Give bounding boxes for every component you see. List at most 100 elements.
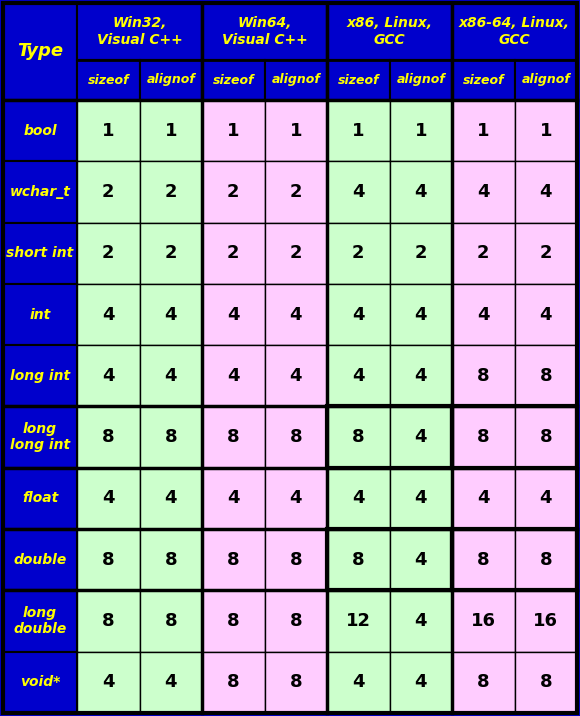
Bar — [390, 100, 452, 161]
Bar — [452, 529, 514, 591]
Text: 2: 2 — [227, 183, 240, 201]
Bar — [140, 529, 202, 591]
Text: wchar_t: wchar_t — [9, 185, 70, 199]
Bar — [327, 529, 390, 591]
Text: 8: 8 — [539, 367, 552, 385]
Bar — [452, 3, 577, 60]
Text: 4: 4 — [227, 490, 240, 508]
Bar — [264, 529, 327, 591]
Bar — [390, 407, 452, 468]
Bar — [514, 60, 577, 100]
Text: 4: 4 — [415, 612, 427, 630]
Bar — [140, 100, 202, 161]
Bar — [514, 345, 577, 407]
Text: 8: 8 — [539, 428, 552, 446]
Bar — [390, 652, 452, 713]
Bar — [514, 100, 577, 161]
Text: x86-64, Linux,
GCC: x86-64, Linux, GCC — [459, 16, 570, 47]
Text: 8: 8 — [477, 428, 490, 446]
Bar — [514, 223, 577, 284]
Bar — [264, 345, 327, 407]
Bar — [452, 652, 514, 713]
Bar — [77, 345, 140, 407]
Text: 16: 16 — [533, 612, 558, 630]
Text: 4: 4 — [165, 306, 177, 324]
Text: 4: 4 — [477, 490, 490, 508]
Text: 1: 1 — [477, 122, 490, 140]
Bar — [452, 60, 514, 100]
Text: 4: 4 — [415, 551, 427, 569]
Text: 4: 4 — [415, 673, 427, 692]
Bar — [202, 345, 264, 407]
Text: 4: 4 — [102, 306, 114, 324]
Bar — [3, 100, 77, 161]
Text: 2: 2 — [352, 244, 364, 262]
Text: 4: 4 — [477, 306, 490, 324]
Bar — [327, 345, 390, 407]
Text: 4: 4 — [165, 673, 177, 692]
Text: short int: short int — [6, 246, 74, 260]
Bar — [327, 161, 390, 223]
Text: long
double: long double — [13, 606, 67, 636]
Text: double: double — [13, 553, 67, 567]
Text: 8: 8 — [352, 551, 365, 569]
Bar — [390, 468, 452, 529]
Text: 8: 8 — [352, 428, 365, 446]
Bar — [514, 591, 577, 652]
Bar — [264, 468, 327, 529]
Bar — [264, 652, 327, 713]
Bar — [327, 3, 452, 60]
Bar — [202, 591, 264, 652]
Text: 8: 8 — [539, 551, 552, 569]
Bar — [140, 223, 202, 284]
Text: float: float — [22, 491, 58, 505]
Bar — [452, 100, 514, 161]
Text: 8: 8 — [289, 612, 302, 630]
Bar — [514, 529, 577, 591]
Bar — [452, 161, 514, 223]
Text: 4: 4 — [539, 306, 552, 324]
Bar — [3, 407, 77, 468]
Bar — [327, 652, 390, 713]
Text: sizeof: sizeof — [88, 74, 129, 87]
Text: x86, Linux,
GCC: x86, Linux, GCC — [346, 16, 433, 47]
Text: 4: 4 — [165, 490, 177, 508]
Text: 4: 4 — [102, 367, 114, 385]
Bar — [3, 3, 77, 100]
Bar — [140, 591, 202, 652]
Bar — [77, 407, 140, 468]
Text: 16: 16 — [471, 612, 496, 630]
Text: bool: bool — [23, 124, 57, 137]
Text: alignof: alignof — [521, 74, 570, 87]
Bar — [264, 223, 327, 284]
Bar — [202, 652, 264, 713]
Text: alignof: alignof — [146, 74, 195, 87]
Text: 4: 4 — [352, 367, 364, 385]
Bar — [390, 284, 452, 345]
Text: alignof: alignof — [271, 74, 320, 87]
Text: 8: 8 — [477, 551, 490, 569]
Text: Type: Type — [17, 42, 63, 60]
Bar — [202, 100, 264, 161]
Bar — [452, 529, 577, 591]
Text: 2: 2 — [165, 183, 177, 201]
Bar — [77, 529, 140, 591]
Text: 1: 1 — [352, 122, 364, 140]
Bar — [452, 591, 514, 652]
Bar — [452, 407, 514, 468]
Text: 1: 1 — [165, 122, 177, 140]
Text: 4: 4 — [102, 490, 114, 508]
Bar — [140, 652, 202, 713]
Bar — [140, 345, 202, 407]
Bar — [140, 468, 202, 529]
Text: 8: 8 — [289, 551, 302, 569]
Bar — [452, 407, 577, 468]
Text: 8: 8 — [477, 673, 490, 692]
Text: 4: 4 — [415, 367, 427, 385]
Bar — [327, 529, 452, 591]
Bar — [77, 468, 140, 529]
Text: long int: long int — [10, 369, 70, 383]
Bar — [264, 407, 327, 468]
Bar — [327, 100, 390, 161]
Text: 2: 2 — [415, 244, 427, 262]
